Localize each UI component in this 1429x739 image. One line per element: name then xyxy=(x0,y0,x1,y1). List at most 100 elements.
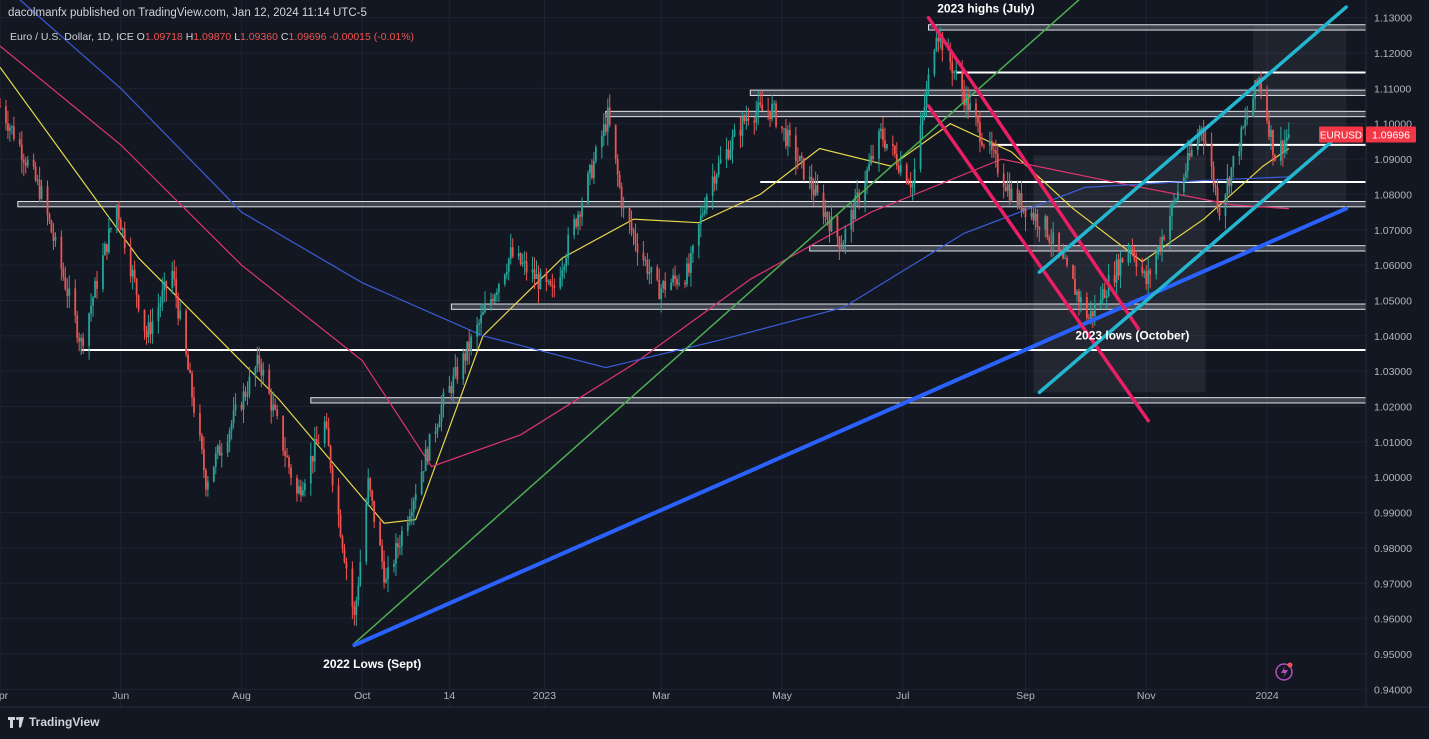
candle-body xyxy=(620,186,623,208)
candle-body xyxy=(1186,153,1189,172)
candle-body xyxy=(337,485,340,515)
candle-body xyxy=(102,255,104,289)
candle-body xyxy=(220,453,223,456)
candle-body xyxy=(717,162,720,175)
candle-body xyxy=(300,486,302,496)
candle-body xyxy=(672,275,674,283)
candle-body xyxy=(420,471,423,495)
candle-body xyxy=(864,183,867,203)
price-tick-label: 1.00000 xyxy=(1374,472,1412,484)
candle-body xyxy=(248,376,251,395)
trendline-green xyxy=(353,0,1080,645)
price-tick-label: 1.02000 xyxy=(1374,402,1412,414)
candle-body xyxy=(410,511,413,517)
candle-body xyxy=(523,261,526,263)
candle-body xyxy=(462,353,465,380)
candle-body xyxy=(719,159,722,163)
candle-body xyxy=(1272,130,1274,156)
candle-body xyxy=(963,90,966,106)
candle-body xyxy=(822,192,825,217)
candle-body xyxy=(553,286,556,288)
candle-body xyxy=(967,93,969,110)
candle-body xyxy=(256,355,259,368)
candle-body xyxy=(1002,173,1005,187)
candle-body xyxy=(216,445,219,454)
candle-body xyxy=(1022,208,1025,212)
candle-body xyxy=(731,136,734,151)
candle-body xyxy=(1252,98,1255,118)
candle-body xyxy=(68,288,71,296)
candle-body xyxy=(604,124,607,132)
price-tick-label: 1.13000 xyxy=(1374,13,1412,25)
candle-body xyxy=(549,280,552,286)
tradingview-brand[interactable]: TradingView xyxy=(8,715,99,729)
candle-body xyxy=(88,313,90,346)
candle-body xyxy=(456,366,459,380)
candlesticks xyxy=(0,25,1290,627)
candle-body xyxy=(191,372,193,398)
candle-body xyxy=(151,321,154,335)
candle-body xyxy=(303,483,306,491)
candle-body xyxy=(1076,291,1078,295)
candle-body xyxy=(436,427,439,432)
candle-body xyxy=(1226,177,1229,195)
candle-body xyxy=(880,128,882,132)
candle-body xyxy=(1091,311,1094,317)
candle-body xyxy=(622,207,625,209)
annotation-highs: 2023 highs (July) xyxy=(937,1,1034,15)
candle-body xyxy=(951,62,954,74)
candle-body xyxy=(535,274,538,279)
candle-body xyxy=(393,563,395,568)
candle-body xyxy=(808,176,811,180)
candle-body xyxy=(674,275,676,280)
candle-body xyxy=(670,282,673,290)
price-tag-text: 1.09696 xyxy=(1372,129,1410,141)
candle-body xyxy=(163,281,166,291)
candle-body xyxy=(90,305,92,314)
candle-body xyxy=(315,438,318,443)
candle-body xyxy=(1218,207,1221,216)
candle-body xyxy=(1212,166,1215,186)
candle-body xyxy=(288,457,290,468)
price-tick-label: 0.94000 xyxy=(1374,684,1412,696)
candle-body xyxy=(96,280,98,289)
candle-body xyxy=(131,269,134,277)
candle-body xyxy=(559,277,562,288)
candle-body xyxy=(699,215,702,225)
candle-body xyxy=(357,585,360,601)
candle-body xyxy=(581,203,583,217)
candle-body xyxy=(747,118,750,121)
candle-body xyxy=(1224,194,1227,216)
candle-body xyxy=(933,50,936,75)
lightning-icon-dot xyxy=(1287,662,1293,668)
candle-body xyxy=(690,252,692,273)
candle-body xyxy=(137,295,140,310)
candle-body xyxy=(230,423,233,431)
candle-body xyxy=(1018,193,1021,206)
candle-body xyxy=(1285,137,1288,141)
candle-body xyxy=(218,445,221,456)
candle-body xyxy=(232,410,235,424)
candle-body xyxy=(121,228,124,231)
candle-body xyxy=(1064,258,1066,260)
candle-body xyxy=(949,47,952,63)
candle-body xyxy=(796,160,799,162)
candle-body xyxy=(470,336,473,351)
candle-body xyxy=(852,209,855,220)
candle-body xyxy=(884,140,886,149)
candle-body xyxy=(165,281,168,289)
time-tick-label: Nov xyxy=(1137,690,1156,702)
candle-body xyxy=(226,441,229,454)
candle-body xyxy=(743,116,746,122)
candle-body xyxy=(1058,232,1061,252)
candle-body xyxy=(794,135,797,161)
candle-body xyxy=(1066,258,1068,266)
candle-body xyxy=(32,159,35,167)
candle-body xyxy=(1080,297,1082,303)
candle-body xyxy=(1147,270,1150,285)
candle-body xyxy=(1004,186,1007,191)
price-tick-label: 1.04000 xyxy=(1374,331,1412,343)
candle-body xyxy=(757,102,760,113)
candle-body xyxy=(996,153,999,174)
